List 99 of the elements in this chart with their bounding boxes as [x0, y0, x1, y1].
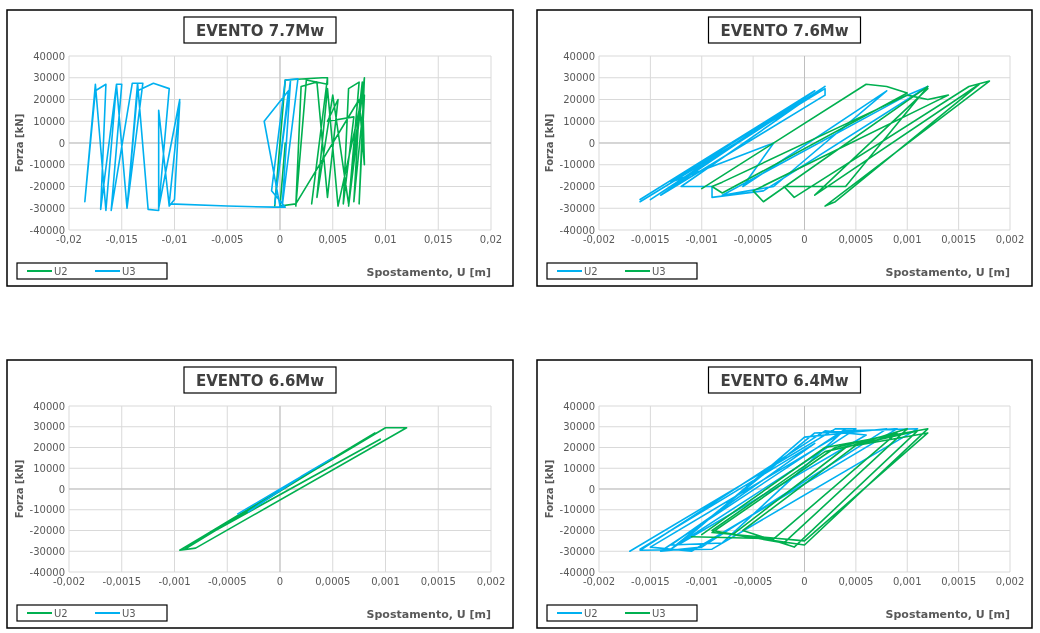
x-axis-title: Spostamento, U [m] — [366, 608, 491, 621]
line-series — [690, 428, 929, 548]
line-series — [237, 457, 334, 515]
y-tick-label: -30000 — [559, 545, 595, 557]
y-tick-label: 30000 — [33, 421, 65, 433]
x-tick-label: -0,001 — [685, 576, 718, 587]
legend-label: U3 — [652, 266, 666, 277]
x-tick-label: -0,0015 — [102, 576, 142, 587]
y-tick-label: -40000 — [29, 224, 65, 236]
y-tick-label: -10000 — [559, 159, 595, 171]
x-axis-title: Spostamento, U [m] — [885, 266, 1010, 279]
y-tick-label: 40000 — [33, 50, 65, 62]
y-tick-label: 30000 — [563, 72, 595, 84]
x-tick-label: 0,001 — [892, 576, 922, 587]
y-tick-label: -20000 — [29, 525, 65, 536]
x-tick-label: -0,002 — [582, 576, 616, 587]
y-axis-title: Forza [kN] — [544, 113, 555, 173]
x-tick-label: 0,002 — [995, 576, 1025, 587]
line-series — [178, 426, 408, 552]
y-axis-title: Forza [kN] — [14, 113, 25, 173]
y-tick-label: 20000 — [33, 442, 65, 453]
y-axis-title: Forza [kN] — [14, 459, 25, 519]
y-tick-label: -10000 — [29, 159, 65, 171]
y-tick-label: 30000 — [563, 421, 595, 433]
x-tick-label: -0,005 — [211, 234, 244, 245]
y-tick-label: -20000 — [559, 525, 595, 536]
chart-title: EVENTO 7.7Mw — [195, 22, 325, 40]
y-tick-label: 40000 — [563, 50, 595, 62]
y-tick-label: 10000 — [33, 115, 65, 127]
x-tick-label: 0,01 — [374, 234, 397, 245]
y-tick-label: 20000 — [563, 442, 595, 453]
line-series — [629, 428, 919, 553]
x-tick-label: -0,0005 — [207, 576, 247, 587]
y-tick-label: -10000 — [559, 504, 595, 516]
x-tick-label: -0,0015 — [631, 576, 670, 587]
legend-label: U2 — [54, 266, 68, 277]
x-tick-label: 0,0005 — [838, 576, 874, 587]
x-tick-label: 0,0005 — [838, 234, 874, 245]
x-tick-label: 0,0015 — [941, 576, 977, 587]
y-tick-label: -20000 — [29, 181, 65, 192]
x-tick-label: -0,001 — [685, 234, 718, 245]
x-tick-label: 0 — [276, 576, 284, 587]
line-series — [700, 80, 991, 207]
x-tick-label: -0,0015 — [631, 234, 670, 245]
x-tick-label: -0,001 — [158, 576, 191, 587]
x-tick-label: 0,0005 — [315, 576, 351, 587]
y-tick-label: 10000 — [563, 115, 595, 127]
y-tick-label: -40000 — [29, 566, 65, 578]
x-tick-label: -0,002 — [52, 576, 86, 587]
x-tick-label: 0,015 — [423, 234, 453, 245]
legend-label: U2 — [584, 266, 598, 277]
x-tick-label: -0,015 — [105, 234, 138, 245]
x-tick-label: -0,02 — [56, 234, 82, 245]
y-tick-label: 20000 — [563, 94, 595, 105]
y-tick-label: 40000 — [33, 400, 65, 412]
chart-title: EVENTO 6.6Mw — [195, 372, 325, 390]
legend-label: U3 — [122, 266, 136, 277]
legend-label: U2 — [54, 608, 68, 619]
x-tick-label: 0,002 — [995, 234, 1025, 245]
y-tick-label: 10000 — [563, 462, 595, 474]
y-tick-label: 0 — [588, 483, 595, 495]
x-tick-label: 0,001 — [371, 576, 400, 587]
x-tick-label: 0,0015 — [420, 576, 456, 587]
legend-label: U3 — [652, 608, 666, 619]
y-tick-label: 10000 — [33, 462, 65, 474]
chart-title: EVENTO 6.4Mw — [720, 372, 849, 390]
x-axis-title: Spostamento, U [m] — [885, 608, 1010, 621]
legend-label: U2 — [584, 608, 598, 619]
y-tick-label: 0 — [588, 137, 595, 149]
x-tick-label: 0,02 — [479, 234, 503, 245]
x-tick-label: 0,001 — [892, 234, 922, 245]
x-tick-label: -0,0005 — [733, 234, 773, 245]
y-tick-label: 40000 — [563, 400, 595, 412]
x-tick-label: 0,005 — [318, 234, 348, 245]
y-tick-label: -10000 — [29, 504, 65, 516]
y-tick-label: -30000 — [29, 202, 65, 214]
y-tick-label: -40000 — [559, 566, 595, 578]
x-tick-label: 0 — [801, 234, 808, 245]
x-tick-label: 0 — [801, 576, 808, 587]
y-tick-label: -40000 — [559, 224, 595, 236]
y-tick-label: 0 — [58, 483, 65, 495]
x-tick-label: -0,0005 — [733, 576, 773, 587]
line-series — [273, 76, 366, 207]
x-tick-label: -0,002 — [582, 234, 616, 245]
y-tick-label: -30000 — [559, 202, 595, 214]
chart-title: EVENTO 7.6Mw — [720, 22, 849, 40]
y-tick-label: 20000 — [33, 94, 65, 105]
x-tick-label: 0 — [276, 234, 284, 245]
y-tick-label: 30000 — [33, 72, 65, 84]
x-tick-label: 0,0015 — [941, 234, 977, 245]
x-tick-label: -0,01 — [161, 234, 188, 245]
x-tick-label: 0,002 — [476, 576, 506, 587]
y-tick-label: -30000 — [29, 545, 65, 557]
y-tick-label: -20000 — [559, 181, 595, 192]
y-tick-label: 0 — [58, 137, 65, 149]
line-series — [84, 78, 299, 212]
x-axis-title: Spostamento, U [m] — [366, 266, 491, 279]
legend-label: U3 — [122, 608, 136, 619]
y-axis-title: Forza [kN] — [544, 459, 555, 519]
